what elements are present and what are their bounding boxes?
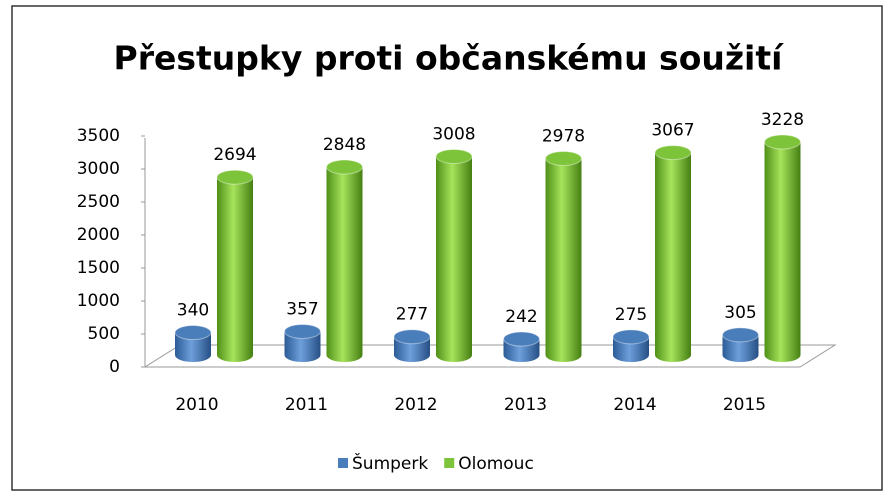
cylinder — [216, 169, 254, 362]
data-label: 3067 — [651, 121, 694, 141]
cylinder-body — [326, 167, 363, 355]
x-tick-label: 2011 — [285, 395, 328, 415]
cylinder-body — [764, 141, 801, 355]
cylinder-body — [217, 177, 253, 355]
y-tick-label: 0 — [109, 357, 120, 377]
cylinder — [612, 329, 650, 362]
cylinder-top — [326, 159, 363, 175]
cylinder-body — [655, 152, 691, 355]
y-tick-label: 500 — [88, 324, 120, 344]
cylinder-top — [764, 134, 801, 150]
cylinder-top — [503, 331, 540, 347]
x-tick-label: 2015 — [723, 395, 766, 415]
data-label: 275 — [615, 305, 647, 325]
legend-swatch — [444, 458, 455, 468]
y-tick-label: 3500 — [77, 126, 120, 146]
data-label: 3228 — [761, 110, 804, 130]
y-tick-label: 1500 — [77, 258, 120, 278]
cylinder — [393, 329, 431, 362]
data-label: 340 — [177, 301, 209, 321]
chart-title: Přestupky proti občanskému soužití — [114, 39, 785, 78]
cylinder — [174, 325, 212, 362]
data-label: 2694 — [213, 145, 256, 165]
cylinder — [284, 323, 321, 362]
legend-swatch — [338, 458, 348, 468]
x-tick-label: 2013 — [504, 395, 547, 415]
cylinder — [326, 159, 363, 362]
y-tick-label: 2500 — [77, 192, 120, 212]
cylinder — [722, 327, 759, 362]
data-label: 2978 — [542, 126, 585, 146]
cylinder — [654, 145, 692, 362]
cylinder-body — [545, 158, 582, 355]
cylinder-top — [612, 329, 650, 345]
data-label: 2848 — [323, 135, 366, 155]
data-label: 242 — [505, 307, 537, 327]
cylinder-top — [722, 327, 759, 343]
cylinder-top — [654, 145, 692, 161]
data-label: 357 — [286, 299, 318, 319]
cylinder-body — [436, 156, 472, 355]
cylinder-top — [545, 150, 582, 166]
legend-label: Šumperk — [352, 452, 428, 474]
y-tick-label: 2000 — [77, 225, 120, 245]
data-label: 3008 — [432, 124, 475, 144]
legend-label: Olomouc — [458, 454, 534, 474]
cylinder — [503, 331, 540, 362]
cylinder — [545, 150, 582, 362]
cylinder-top — [174, 325, 212, 341]
y-tick-label: 3000 — [77, 159, 120, 179]
x-tick-label: 2014 — [613, 395, 656, 415]
cylinder — [435, 148, 473, 362]
cylinder-top — [216, 169, 254, 185]
cylinder-top — [284, 323, 321, 339]
x-tick-label: 2012 — [394, 395, 437, 415]
cylinder-top — [393, 329, 431, 345]
y-tick-label: 1000 — [77, 291, 120, 311]
data-label: 277 — [396, 305, 428, 325]
cylinder-top — [435, 148, 473, 164]
cylinder — [764, 134, 801, 362]
data-label: 305 — [724, 303, 756, 323]
x-tick-label: 2010 — [175, 395, 218, 415]
